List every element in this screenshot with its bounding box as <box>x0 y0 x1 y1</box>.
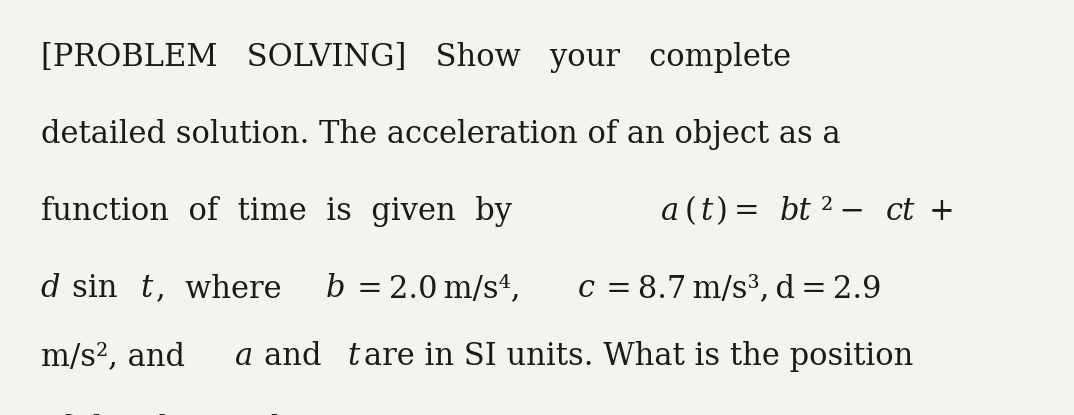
Text: bt: bt <box>780 196 812 227</box>
Text: t: t <box>348 341 360 372</box>
Text: m/s², and: m/s², and <box>41 341 191 372</box>
Text: [PROBLEM   SOLVING]   Show   your   complete: [PROBLEM SOLVING] Show your complete <box>41 42 790 73</box>
Text: function  of  time  is  given  by: function of time is given by <box>41 196 522 227</box>
Text: b: b <box>326 273 346 304</box>
Text: are in SI units. What is the position: are in SI units. What is the position <box>364 341 913 372</box>
Text: c: c <box>578 273 595 304</box>
Text: ct: ct <box>885 196 915 227</box>
Text: = 8.7 m/s³, d = 2.9: = 8.7 m/s³, d = 2.9 <box>600 273 882 304</box>
Text: +: + <box>924 196 955 227</box>
Text: sin: sin <box>66 273 124 304</box>
Text: a: a <box>234 341 252 372</box>
Text: and: and <box>258 341 328 372</box>
Text: = 2.0 m/s⁴,: = 2.0 m/s⁴, <box>351 273 527 304</box>
Text: detailed solution. The acceleration of an object as a: detailed solution. The acceleration of a… <box>41 119 841 150</box>
Text: (: ( <box>684 196 696 227</box>
Text: of the object when t = 3.2 sec?: of the object when t = 3.2 sec? <box>41 414 513 415</box>
Text: t: t <box>141 273 153 304</box>
Text: ,  where: , where <box>156 273 288 304</box>
Text: a: a <box>662 196 679 227</box>
Text: ² −: ² − <box>821 196 871 227</box>
Text: ) =: ) = <box>715 196 766 227</box>
Text: d: d <box>41 273 60 304</box>
Text: t: t <box>700 196 712 227</box>
